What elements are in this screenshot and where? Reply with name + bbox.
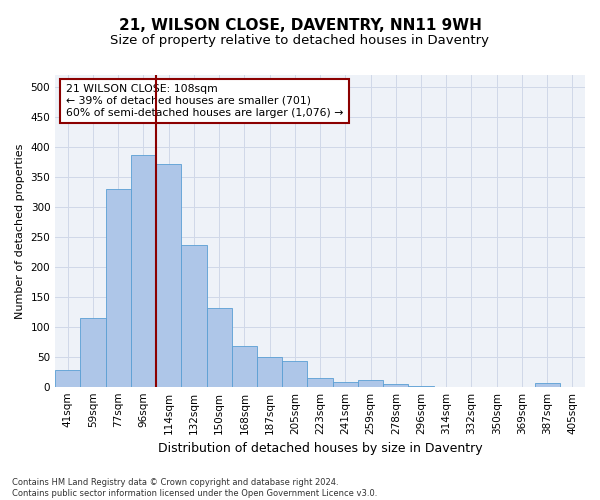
Bar [257,356,282,386]
X-axis label: Distribution of detached houses by size in Daventry: Distribution of detached houses by size … [158,442,482,455]
Bar [206,308,232,386]
Bar [307,378,332,386]
Bar [332,382,358,386]
Bar [156,164,181,386]
Bar [131,154,156,386]
Bar [55,370,80,386]
Bar [181,245,206,386]
Bar [282,361,307,386]
Bar [535,383,560,386]
Bar [358,380,383,386]
Bar [80,318,106,386]
Bar [106,189,131,386]
Text: Contains HM Land Registry data © Crown copyright and database right 2024.
Contai: Contains HM Land Registry data © Crown c… [12,478,377,498]
Bar [383,384,409,386]
Bar [232,346,257,387]
Y-axis label: Number of detached properties: Number of detached properties [15,143,25,318]
Text: Size of property relative to detached houses in Daventry: Size of property relative to detached ho… [110,34,490,47]
Text: 21 WILSON CLOSE: 108sqm
← 39% of detached houses are smaller (701)
60% of semi-d: 21 WILSON CLOSE: 108sqm ← 39% of detache… [66,84,343,117]
Text: 21, WILSON CLOSE, DAVENTRY, NN11 9WH: 21, WILSON CLOSE, DAVENTRY, NN11 9WH [119,18,481,32]
